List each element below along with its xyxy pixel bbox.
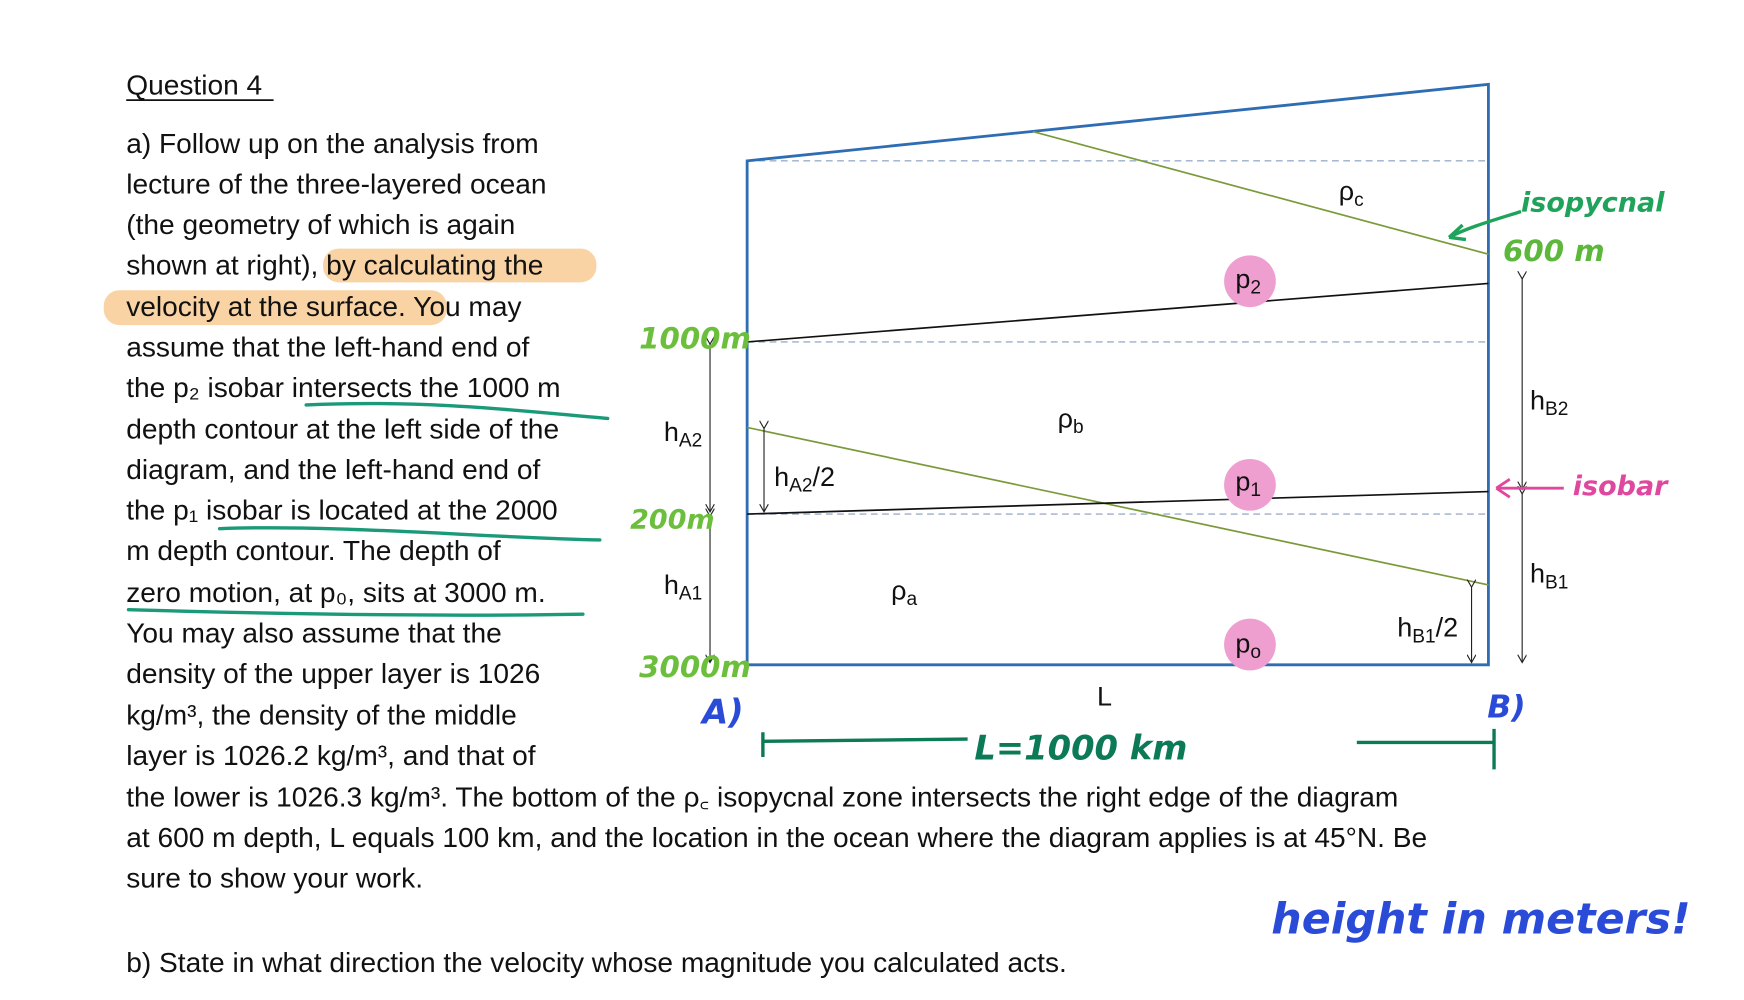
depth-note: 1000m bbox=[639, 322, 751, 356]
pressure-marker bbox=[1224, 618, 1276, 671]
paragraph-line: zero motion, at p₀, sits at 3000 m. bbox=[126, 577, 545, 608]
paragraph-line: shown at right), by calculating the bbox=[126, 249, 543, 280]
dimension-arrows bbox=[710, 279, 1522, 663]
paragraph-line: (the geometry of which is again bbox=[126, 209, 515, 240]
diagram: ρc ρb ρa p2 p1 po hA2 hA2/2 hA1 hB2 hB1 … bbox=[664, 82, 1568, 711]
pressure-label: p1 bbox=[1235, 466, 1261, 501]
pressure-marker bbox=[1224, 255, 1276, 308]
height-label: hB1/2 bbox=[1397, 613, 1458, 648]
paragraph-line: kg/m³, the density of the middle bbox=[126, 699, 517, 730]
point-note: B) bbox=[1487, 690, 1525, 726]
height-label: hA2/2 bbox=[774, 462, 835, 497]
isopycnal-note: isopycnal bbox=[1521, 187, 1665, 218]
paragraph-line: density of the upper layer is 1026 bbox=[126, 658, 540, 689]
paragraph-line: at 600 m depth, L equals 100 km, and the… bbox=[126, 822, 1427, 853]
isobar-note: isobar bbox=[1573, 471, 1669, 502]
depth-note: 3000m bbox=[639, 650, 751, 684]
rho-label: ρc bbox=[1339, 176, 1364, 211]
units-note: height in meters! bbox=[1271, 895, 1690, 945]
ocean-box bbox=[745, 82, 1490, 667]
isobar-line bbox=[747, 490, 1489, 515]
pointer-arrow bbox=[1495, 478, 1564, 499]
height-label: hA1 bbox=[664, 570, 702, 605]
paragraph-line: diagram, and the left-hand end of bbox=[126, 454, 540, 485]
rho-label: ρa bbox=[891, 576, 917, 611]
paragraph-line: velocity at the surface. You may bbox=[126, 291, 521, 322]
height-label: hB1 bbox=[1530, 559, 1568, 594]
pressure-label: p2 bbox=[1235, 264, 1261, 299]
underlines bbox=[126, 401, 610, 617]
height-label: hB2 bbox=[1530, 385, 1568, 420]
length-bar bbox=[761, 728, 1496, 770]
part-a: a) Follow up on the analysis from lecture… bbox=[126, 128, 1427, 894]
height-label: hA2 bbox=[664, 417, 702, 452]
paragraph-line: assume that the left-hand end of bbox=[126, 332, 529, 363]
annotations: 1000m 200m 3000m A) B) L=1000 km isopycn… bbox=[630, 187, 1690, 944]
paragraph-line: lecture of the three-layered ocean bbox=[126, 168, 546, 199]
rho-label: ρb bbox=[1058, 403, 1084, 438]
paragraph-line: sure to show your work. bbox=[126, 863, 423, 894]
pressure-label: po bbox=[1235, 628, 1261, 663]
paragraph-line: m depth contour. The depth of bbox=[126, 535, 501, 566]
pointer-arrow bbox=[1447, 209, 1522, 242]
paragraph-line: depth contour at the left side of the bbox=[126, 414, 559, 445]
length-note: L=1000 km bbox=[974, 728, 1187, 767]
question-title: Question 4 bbox=[126, 69, 262, 100]
length-label: L bbox=[1097, 681, 1112, 711]
paragraph-line: layer is 1026.2 kg/m³, and that of bbox=[126, 740, 536, 771]
highlight bbox=[323, 248, 597, 283]
isopycnal-line bbox=[1032, 130, 1489, 256]
paragraph-line: a) Follow up on the analysis from bbox=[126, 128, 538, 159]
isopycnal-line bbox=[746, 426, 1489, 586]
pressure-marker bbox=[1224, 458, 1276, 511]
isopycnal-depth-note: 600 m bbox=[1503, 234, 1605, 268]
paragraph-line: the lower is 1026.3 kg/m³. The bottom of… bbox=[126, 782, 1398, 813]
paragraph-line: the p₁ isobar is located at the 2000 bbox=[126, 495, 557, 526]
isobar-line bbox=[747, 282, 1489, 343]
paragraph-line: You may also assume that the bbox=[126, 617, 502, 648]
point-note: A) bbox=[699, 692, 744, 731]
depth-note: 200m bbox=[630, 505, 714, 536]
highlight bbox=[103, 290, 447, 326]
part-b: b) State in what direction the velocity … bbox=[126, 947, 1067, 978]
paragraph-line: the p₂ isobar intersects the 1000 m bbox=[126, 372, 560, 403]
depth-contours bbox=[747, 160, 1489, 515]
